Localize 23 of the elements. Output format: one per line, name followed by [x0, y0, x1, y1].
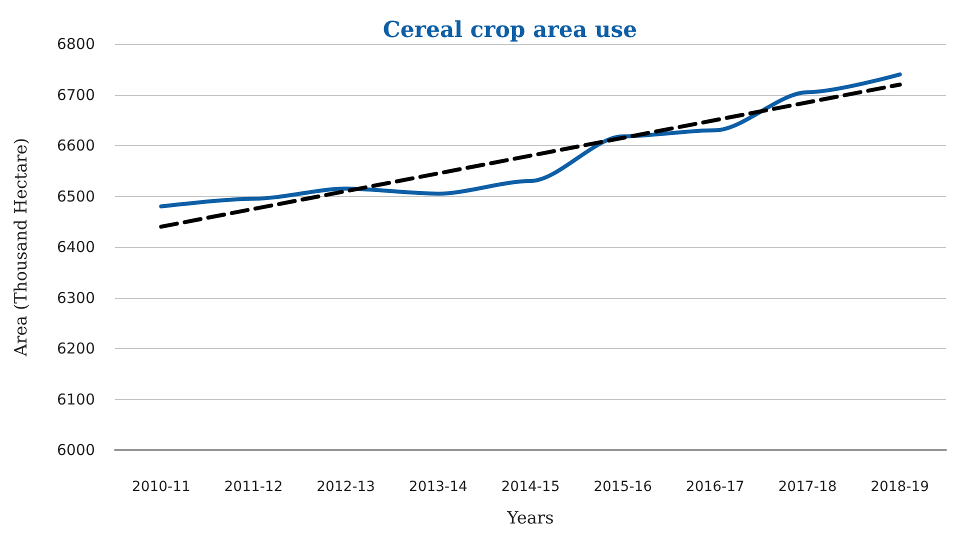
y-tick-label: 6800 — [56, 35, 95, 53]
y-tick-label: 6100 — [56, 390, 95, 408]
y-tick-label: 6500 — [56, 187, 95, 206]
x-tick-label: 2016-17 — [686, 479, 744, 495]
x-tick-label: 2015-16 — [594, 479, 652, 495]
line-series — [159, 72, 902, 208]
x-tick-label: 2018-19 — [870, 479, 930, 495]
y-tick-label: 6400 — [56, 238, 95, 256]
y-tick-label: 6600 — [56, 136, 95, 154]
y-tick-label: 6200 — [56, 340, 95, 358]
x-tick-label: 2013-14 — [408, 479, 468, 495]
x-tick-label: 2012-13 — [316, 479, 376, 495]
y-tick-label: 6000 — [56, 441, 95, 459]
x-tick-label: 2014-15 — [501, 479, 560, 495]
line-series — [159, 82, 902, 229]
chart-title: Cereal crop area use — [382, 17, 638, 43]
y-axis-title: Area (Thousand Hectare) — [12, 138, 32, 358]
x-tick-label: 2017-18 — [778, 479, 837, 495]
x-axis-title: Years — [506, 508, 554, 528]
y-tick-label: 6300 — [56, 288, 95, 307]
y-tick-label: 6700 — [56, 86, 95, 104]
x-tick-label: 2011-12 — [224, 479, 283, 495]
x-tick-label: 2010-11 — [132, 479, 190, 495]
